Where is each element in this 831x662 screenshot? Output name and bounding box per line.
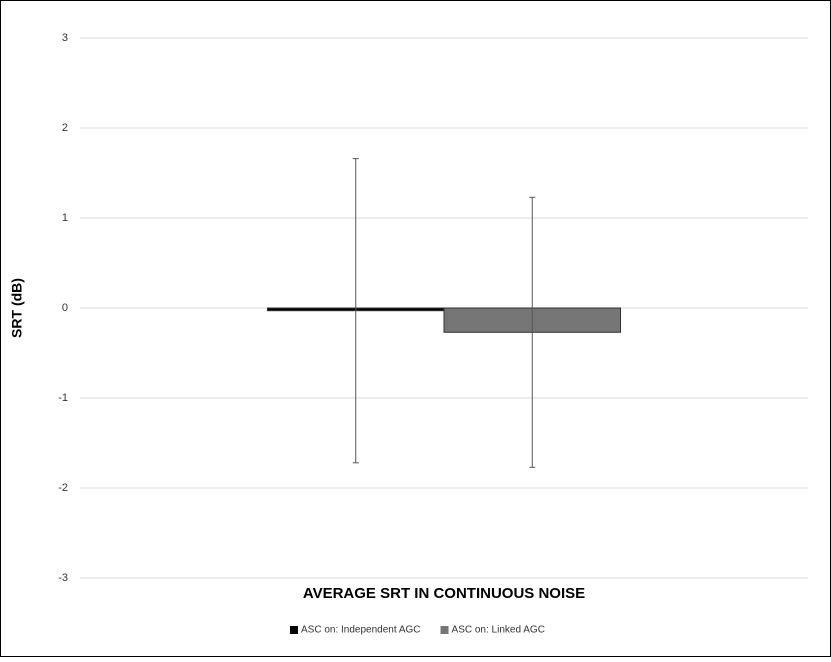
y-tick-label: -1 [58, 392, 68, 404]
y-tick-label: -2 [58, 482, 68, 494]
y-tick-label: 3 [62, 32, 68, 44]
y-tick-label: 0 [62, 302, 68, 314]
legend-label: ASC on: Independent AGC [301, 625, 421, 636]
y-tick-label: -3 [58, 572, 68, 584]
y-axis-label: SRT (dB) [9, 278, 25, 338]
y-tick-label: 2 [62, 122, 68, 134]
legend-swatch [440, 626, 449, 634]
legend-swatch [290, 626, 298, 634]
x-category-label: AVERAGE SRT IN CONTINUOUS NOISE [303, 585, 585, 602]
legend-label: ASC on: Linked AGC [452, 625, 545, 636]
y-tick-label: 1 [62, 212, 68, 224]
